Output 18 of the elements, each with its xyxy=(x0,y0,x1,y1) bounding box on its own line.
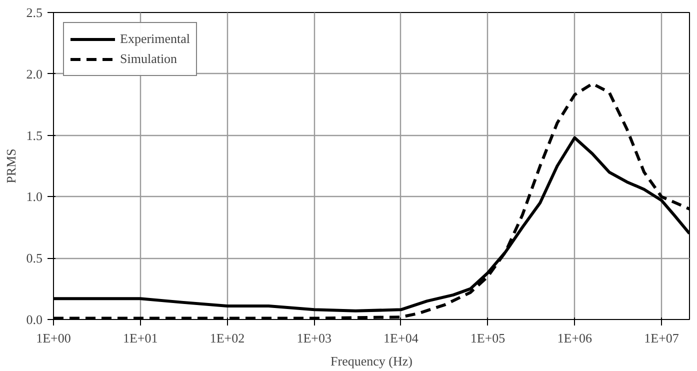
x-tick-label: 1E+04 xyxy=(384,330,419,346)
y-axis-title: PRMS xyxy=(3,148,18,184)
legend-label: Experimental xyxy=(120,31,190,47)
y-tick-label: 0.5 xyxy=(26,250,42,266)
y-tick-label: 1.0 xyxy=(26,189,42,204)
x-axis-title: Frequency (Hz) xyxy=(330,354,412,368)
x-tick-label: 1E+06 xyxy=(557,330,593,346)
y-tick-label: 2.0 xyxy=(26,66,42,82)
x-tick-label: 1E+05 xyxy=(470,330,506,346)
x-tick-label: 1E+02 xyxy=(210,330,245,346)
x-tick-label: 1E+01 xyxy=(122,330,158,346)
x-tick-label: 1E+07 xyxy=(644,330,680,346)
y-tick-label: 2.5 xyxy=(26,5,42,20)
y-tick-label: 0.0 xyxy=(26,312,42,327)
legend-label: Simulation xyxy=(120,51,178,67)
x-tick-label: 1E+00 xyxy=(36,330,71,346)
x-tick-label: 1E+03 xyxy=(296,330,332,346)
y-tick-label: 1.5 xyxy=(26,128,42,143)
